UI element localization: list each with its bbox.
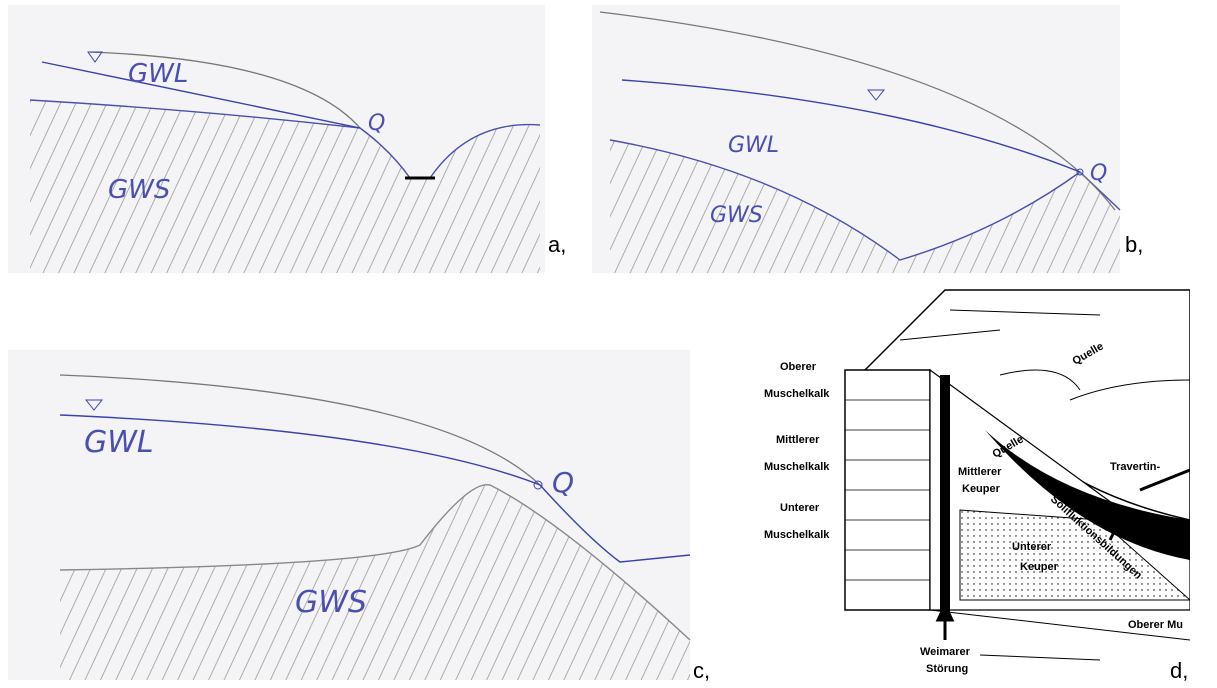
panel-label: b,	[1125, 232, 1143, 257]
gwl: GWL	[84, 425, 154, 460]
unit-label: Oberer Mu	[1128, 619, 1183, 631]
ground	[30, 100, 540, 273]
spring-point	[533, 480, 543, 490]
ground	[610, 140, 1120, 273]
hachures	[899, 309, 1190, 401]
spring: Q	[1090, 161, 1107, 186]
surface	[89, 51, 361, 129]
unit-label: Keuper	[1020, 561, 1059, 573]
strata-label: Muschelkalk	[764, 388, 830, 400]
unterer-keuper	[959, 509, 1190, 601]
ground	[60, 484, 690, 680]
bedding	[845, 399, 930, 581]
triangle	[84, 399, 104, 411]
panel-c: GWL GWS Q c,	[8, 350, 710, 683]
arrow	[1108, 468, 1190, 541]
triangle	[87, 51, 103, 63]
ground-line	[59, 484, 691, 641]
panel-b: GWL GWS Q b,	[592, 5, 1143, 273]
water-table	[621, 79, 1081, 173]
panel-a: GWL GWS Q a,	[8, 5, 566, 273]
unit-label: Travertin-	[1110, 461, 1160, 473]
fault	[940, 375, 950, 615]
water-table	[59, 414, 691, 563]
panel-label: a,	[548, 232, 566, 257]
surface	[59, 374, 541, 486]
gws: GWS	[295, 585, 367, 620]
gwl: GWL	[728, 133, 779, 158]
unit-label: Keuper	[962, 483, 1001, 495]
panel-label: c,	[693, 658, 710, 683]
spring: Q	[552, 466, 574, 499]
ground-line	[609, 139, 1121, 261]
strata-label: Oberer	[780, 361, 817, 373]
triangle	[866, 89, 886, 101]
panel-d: Oberer Muschelkalk Mittlerer Muschelkalk…	[764, 289, 1190, 683]
travertine	[985, 430, 1190, 560]
spring: Q	[368, 111, 385, 136]
fault-label: Weimarer	[920, 646, 971, 658]
surface	[599, 11, 1116, 211]
water-table	[41, 61, 361, 129]
strata-label: Muschelkalk	[764, 529, 830, 541]
strata-label: Unterer	[780, 502, 820, 514]
panel-label: d,	[1170, 658, 1188, 683]
fault-label: Störung	[926, 663, 968, 675]
ground-line	[29, 99, 541, 179]
gws: GWS	[108, 175, 170, 205]
strata-label: Mittlerer	[776, 434, 820, 446]
base-lines	[929, 609, 1190, 661]
strata-label: Muschelkalk	[764, 461, 830, 473]
spring-point	[1076, 168, 1084, 176]
gws: GWS	[710, 203, 763, 228]
gwl: GWL	[128, 59, 188, 89]
unit-label: Mittlerer	[958, 466, 1002, 478]
unit-label: Unterer	[1012, 541, 1052, 553]
